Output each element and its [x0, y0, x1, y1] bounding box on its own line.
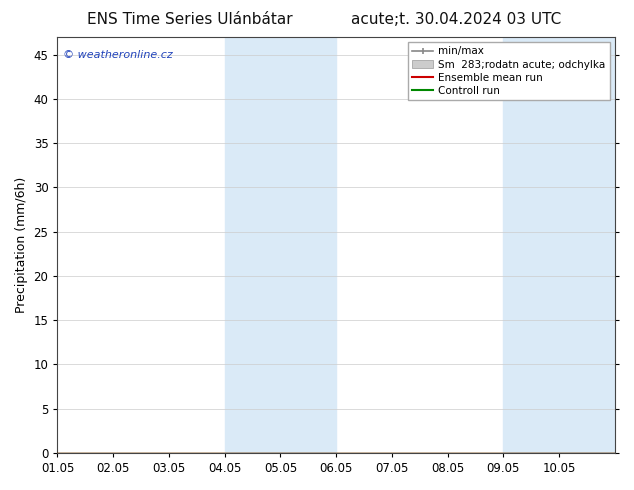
Legend: min/max, Sm  283;rodatn acute; odchylka, Ensemble mean run, Controll run: min/max, Sm 283;rodatn acute; odchylka, …	[408, 42, 610, 100]
Y-axis label: Precipitation (mm/6h): Precipitation (mm/6h)	[15, 177, 28, 313]
Bar	[224, 37, 280, 453]
Bar	[559, 37, 615, 453]
Text: © weatheronline.cz: © weatheronline.cz	[63, 49, 173, 59]
Text: ENS Time Series Ulánbátar: ENS Time Series Ulánbátar	[87, 12, 293, 27]
Text: acute;t. 30.04.2024 03 UTC: acute;t. 30.04.2024 03 UTC	[351, 12, 562, 27]
Bar	[503, 37, 559, 453]
Bar	[280, 37, 336, 453]
